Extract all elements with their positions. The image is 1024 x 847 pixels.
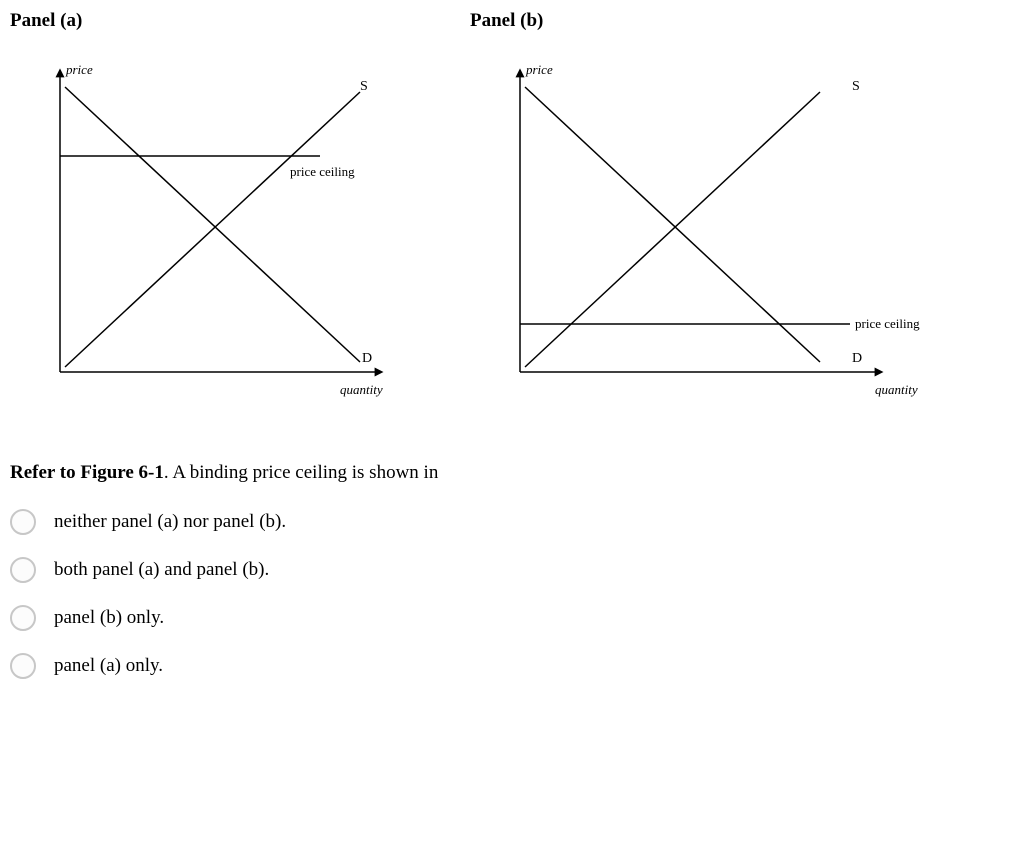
price-ceiling-label: price ceiling bbox=[855, 316, 920, 331]
option-3[interactable]: panel (a) only. bbox=[10, 653, 1014, 679]
demand-label: D bbox=[852, 351, 862, 366]
panel-a-title: Panel (a) bbox=[10, 10, 430, 32]
y-axis-label: price bbox=[525, 62, 553, 77]
panel-a-chart: price quantity S D price ceiling bbox=[10, 42, 430, 402]
supply-label: S bbox=[360, 79, 368, 94]
panel-b-title: Panel (b) bbox=[470, 10, 927, 32]
demand-label: D bbox=[362, 351, 372, 366]
question-lead: Refer to Figure 6-1 bbox=[10, 462, 164, 483]
option-1-label: both panel (a) and panel (b). bbox=[54, 559, 269, 581]
x-axis-label: quantity bbox=[875, 382, 918, 397]
price-ceiling-label: price ceiling bbox=[290, 164, 355, 179]
option-2-label: panel (b) only. bbox=[54, 607, 164, 629]
supply-line bbox=[525, 92, 820, 367]
option-1[interactable]: both panel (a) and panel (b). bbox=[10, 557, 1014, 583]
option-3-label: panel (a) only. bbox=[54, 655, 163, 677]
option-2[interactable]: panel (b) only. bbox=[10, 605, 1014, 631]
demand-line bbox=[525, 87, 820, 362]
option-0-label: neither panel (a) nor panel (b). bbox=[54, 511, 286, 533]
option-0[interactable]: neither panel (a) nor panel (b). bbox=[10, 509, 1014, 535]
x-axis-label: quantity bbox=[340, 382, 383, 397]
supply-line bbox=[65, 92, 360, 367]
demand-line bbox=[65, 87, 360, 362]
panel-b-block: Panel (b) price quantity S D price ceili… bbox=[470, 10, 927, 402]
panel-b-chart: price quantity S D price ceiling bbox=[470, 42, 927, 402]
radio-icon[interactable] bbox=[10, 605, 36, 631]
panels-row: Panel (a) price quantity S D price ceili… bbox=[10, 10, 1014, 402]
question-block: Refer to Figure 6-1. A binding price cei… bbox=[10, 462, 1014, 679]
radio-icon[interactable] bbox=[10, 557, 36, 583]
panel-a-block: Panel (a) price quantity S D price ceili… bbox=[10, 10, 430, 402]
question-text: . A binding price ceiling is shown in bbox=[164, 462, 438, 483]
supply-label: S bbox=[852, 79, 860, 94]
radio-icon[interactable] bbox=[10, 653, 36, 679]
radio-icon[interactable] bbox=[10, 509, 36, 535]
y-axis-label: price bbox=[65, 62, 93, 77]
options-list: neither panel (a) nor panel (b). both pa… bbox=[10, 509, 1014, 679]
